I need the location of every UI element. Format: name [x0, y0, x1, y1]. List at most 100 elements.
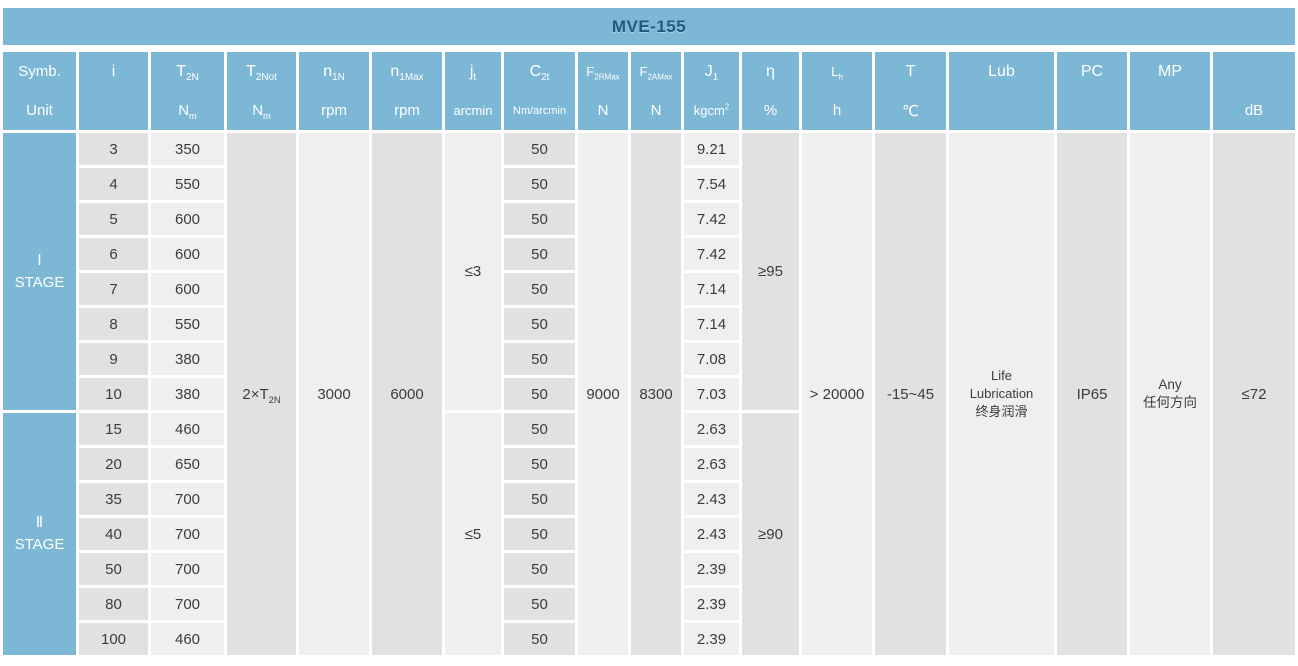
stage-2-text: STAGE — [14, 536, 65, 553]
ratio-cell: 10 — [79, 378, 148, 410]
mounting-line-2: 任何方向 — [1143, 395, 1197, 410]
c2t-stiffness-cell: 50 — [504, 413, 575, 445]
t2n-torque-cell: 600 — [151, 273, 224, 305]
header-temperature: T ℃ — [875, 52, 946, 130]
header-n1n: n1N rpm — [299, 52, 369, 130]
ratio-cell: 40 — [79, 518, 148, 550]
t2n-torque-cell: 650 — [151, 448, 224, 480]
t2not-value-cell: 2×T2N — [227, 133, 296, 655]
j1-inertia-cell: 7.08 — [684, 343, 739, 375]
n1max-value-cell: 6000 — [372, 133, 442, 655]
header-eta: η % — [742, 52, 799, 130]
t2n-torque-cell: 550 — [151, 308, 224, 340]
header-j1: J1 kgcm2 — [684, 52, 739, 130]
t2n-torque-cell: 460 — [151, 623, 224, 655]
backlash-stage2-cell: ≤5 — [445, 413, 501, 655]
ratio-cell: 15 — [79, 413, 148, 445]
temperature-range-cell: -15~45 — [875, 133, 946, 655]
mounting-line-1: Any — [1158, 377, 1182, 392]
j1-inertia-cell: 2.39 — [684, 623, 739, 655]
header-symb-unit: Symb. Unit — [3, 52, 76, 130]
noise-level-cell: ≤72 — [1213, 133, 1295, 655]
f2rmax-value-cell: 9000 — [578, 133, 628, 655]
t2n-torque-cell: 600 — [151, 238, 224, 270]
t2n-torque-cell: 600 — [151, 203, 224, 235]
j1-inertia-cell: 7.14 — [684, 308, 739, 340]
c2t-stiffness-cell: 50 — [504, 448, 575, 480]
stage-1-text: STAGE — [14, 273, 65, 291]
j1-inertia-cell: 2.63 — [684, 413, 739, 445]
ratio-cell: 5 — [79, 203, 148, 235]
t2n-torque-cell: 460 — [151, 413, 224, 445]
j1-inertia-cell: 2.43 — [684, 483, 739, 515]
c2t-stiffness-cell: 50 — [504, 623, 575, 655]
j1-inertia-cell: 2.39 — [684, 588, 739, 620]
header-t2n: T2N Nm — [151, 52, 224, 130]
lubrication-line-3: 终身润滑 — [975, 404, 1028, 419]
stage-1-label: Ⅰ STAGE — [3, 133, 76, 410]
backlash-stage1-cell: ≤3 — [445, 133, 501, 410]
t2n-torque-cell: 380 — [151, 343, 224, 375]
t2n-torque-cell: 700 — [151, 483, 224, 515]
t2n-torque-cell: 700 — [151, 553, 224, 585]
ratio-cell: 80 — [79, 588, 148, 620]
model-title: MVE-155 — [611, 16, 687, 36]
t2n-torque-cell: 700 — [151, 588, 224, 620]
ratio-cell: 4 — [79, 168, 148, 200]
header-n1max: n1Max rpm — [372, 52, 442, 130]
j1-inertia-cell: 7.03 — [684, 378, 739, 410]
ratio-cell: 20 — [79, 448, 148, 480]
header-t2not: T2Not Nm — [227, 52, 296, 130]
lubrication-line-2: Lubrication — [969, 386, 1034, 401]
header-noise-db: dB — [1213, 52, 1295, 130]
header-ratio-i: i — [79, 52, 148, 130]
header-jt: jt arcmin — [445, 52, 501, 130]
efficiency-stage2-cell: ≥90 — [742, 413, 799, 655]
lubrication-line-1: Life — [991, 368, 1012, 383]
c2t-stiffness-cell: 50 — [504, 168, 575, 200]
protection-class-cell: IP65 — [1057, 133, 1127, 655]
ratio-cell: 35 — [79, 483, 148, 515]
mounting-position-cell: Any 任何方向 — [1130, 133, 1210, 655]
c2t-stiffness-cell: 50 — [504, 378, 575, 410]
ratio-cell: 3 — [79, 133, 148, 165]
t2n-torque-cell: 350 — [151, 133, 224, 165]
j1-inertia-cell: 7.42 — [684, 203, 739, 235]
n1n-value-cell: 3000 — [299, 133, 369, 655]
t2n-torque-cell: 380 — [151, 378, 224, 410]
ratio-cell: 9 — [79, 343, 148, 375]
efficiency-stage1-cell: ≥95 — [742, 133, 799, 410]
j1-inertia-cell: 2.63 — [684, 448, 739, 480]
j1-inertia-cell: 2.43 — [684, 518, 739, 550]
c2t-stiffness-cell: 50 — [504, 553, 575, 585]
c2t-stiffness-cell: 50 — [504, 203, 575, 235]
ratio-cell: 7 — [79, 273, 148, 305]
header-lh: Lh h — [802, 52, 872, 130]
stage-2-label: Ⅱ STAGE — [3, 413, 76, 655]
j1-inertia-cell: 9.21 — [684, 133, 739, 165]
header-mounting-position: MP — [1130, 52, 1210, 130]
header-c2t: C2t Nm/arcmin — [504, 52, 575, 130]
lubrication-cell: Life Lubrication 终身润滑 — [949, 133, 1054, 655]
header-f2rmax: F2RMax N — [578, 52, 628, 130]
c2t-stiffness-cell: 50 — [504, 133, 575, 165]
j1-inertia-cell: 7.42 — [684, 238, 739, 270]
header-f2amax: F2AMax N — [631, 52, 681, 130]
c2t-stiffness-cell: 50 — [504, 343, 575, 375]
c2t-stiffness-cell: 50 — [504, 588, 575, 620]
f2amax-value-cell: 8300 — [631, 133, 681, 655]
ratio-cell: 100 — [79, 623, 148, 655]
c2t-stiffness-cell: 50 — [504, 238, 575, 270]
stage-1-numeral: Ⅰ — [37, 251, 42, 269]
spec-table: Symb. Unit i T2N Nm T2Not Nm n1N rpm n1M… — [3, 52, 1295, 655]
ratio-cell: 6 — [79, 238, 148, 270]
j1-inertia-cell: 7.14 — [684, 273, 739, 305]
c2t-stiffness-cell: 50 — [504, 518, 575, 550]
ratio-cell: 50 — [79, 553, 148, 585]
table-title-bar: MVE-155 — [3, 8, 1295, 45]
service-life-cell: > 20000 — [802, 133, 872, 655]
ratio-cell: 8 — [79, 308, 148, 340]
c2t-stiffness-cell: 50 — [504, 483, 575, 515]
symb-row-label: Symb. — [18, 63, 61, 80]
header-protection-class: PC — [1057, 52, 1127, 130]
